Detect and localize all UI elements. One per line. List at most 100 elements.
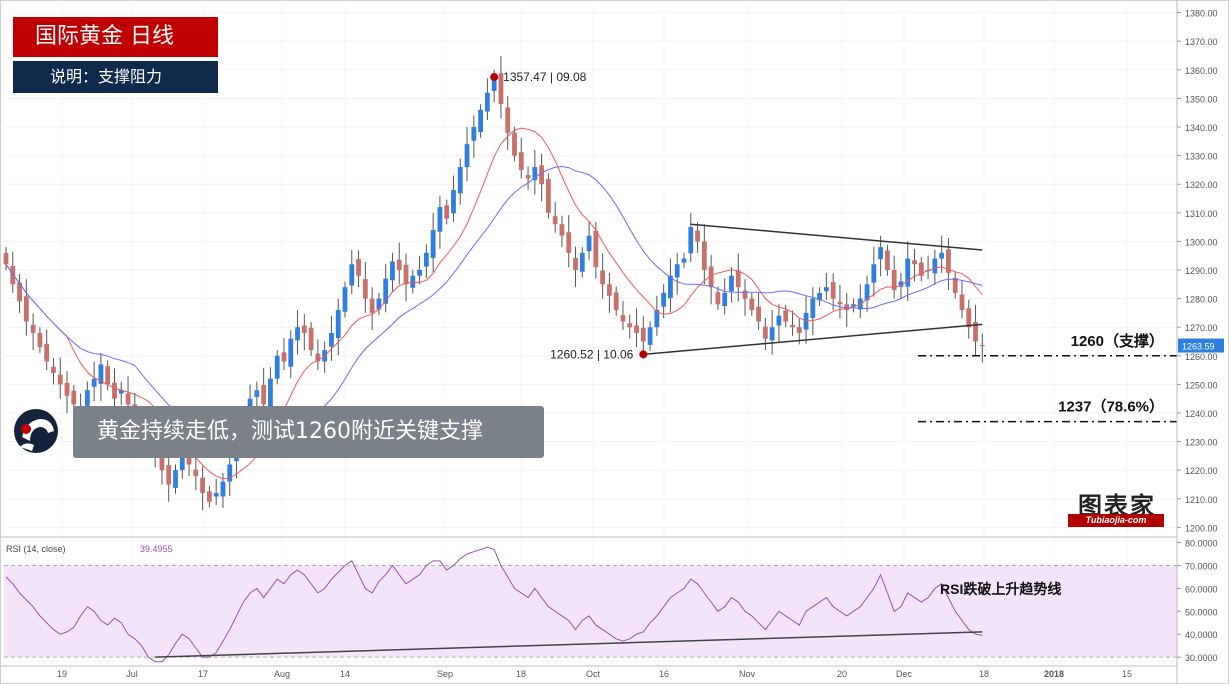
candle-body xyxy=(634,325,639,333)
candle-body xyxy=(762,326,768,339)
candle-body xyxy=(423,252,429,267)
time-tick-label: 20 xyxy=(837,669,847,679)
support-level-label: 1260（支撑） xyxy=(1071,332,1164,350)
price-tick-label: 1320.00 xyxy=(1185,180,1218,190)
ma-slow-line xyxy=(5,165,983,454)
candle-body xyxy=(688,227,694,254)
price-tick-label: 1350.00 xyxy=(1185,94,1218,104)
price-tick-label: 1240.00 xyxy=(1185,409,1218,419)
candle-body xyxy=(457,167,463,194)
time-tick-label: 17 xyxy=(198,669,208,679)
candle-body xyxy=(437,207,443,232)
candle-body xyxy=(518,152,524,170)
candle-body xyxy=(729,275,734,292)
candle-body xyxy=(905,258,911,287)
candle-body xyxy=(505,107,511,133)
candle-body xyxy=(376,298,382,310)
brand-logo: 图表家 Tubiaojia-com xyxy=(1062,486,1172,530)
candle-body xyxy=(207,491,212,502)
candle-body xyxy=(173,470,178,488)
candle-body xyxy=(254,390,260,397)
candle-body xyxy=(966,308,972,328)
candle-body xyxy=(23,296,29,322)
candle-body xyxy=(844,304,850,311)
candle-body xyxy=(98,364,104,384)
candle-body xyxy=(383,278,389,304)
candle-body xyxy=(288,338,294,367)
candle-body xyxy=(973,322,978,342)
rsi-line xyxy=(5,546,983,663)
logo-sub-text: Tubiaojia-com xyxy=(1068,514,1164,527)
candle-body xyxy=(939,252,945,259)
candle-body xyxy=(430,229,436,258)
candle-body xyxy=(566,232,572,253)
chart-subtitle: 说明：支撑阻力 xyxy=(13,61,218,93)
candle-body xyxy=(471,126,477,141)
candle-body xyxy=(559,224,565,236)
candle-body xyxy=(776,315,782,326)
rsi-tick-label: 30.0000 xyxy=(1185,653,1218,663)
candle-body xyxy=(159,454,165,471)
candle-body xyxy=(478,109,483,133)
candle-body xyxy=(362,279,368,299)
time-tick-label: Jul xyxy=(126,669,138,679)
candle-body xyxy=(979,344,985,347)
candle-body xyxy=(695,230,700,242)
candle-body xyxy=(356,259,361,276)
price-tick-label: 1260.00 xyxy=(1185,352,1218,362)
candle-body xyxy=(586,235,592,252)
candle-body xyxy=(640,327,646,342)
price-tick-label: 1200.00 xyxy=(1185,523,1218,533)
price-tick-label: 1290.00 xyxy=(1185,266,1218,276)
time-tick-label: Dec xyxy=(896,669,913,679)
trendline-triangle-upper xyxy=(690,223,983,251)
candle-body xyxy=(573,257,578,270)
candle-body xyxy=(268,378,273,408)
candle-body xyxy=(369,298,375,313)
candle-body xyxy=(491,78,497,91)
rsi-title: RSI (14, close) xyxy=(6,544,66,554)
candle-body xyxy=(3,252,9,265)
candle-body xyxy=(701,241,707,270)
candle-body xyxy=(878,247,884,260)
candle-body xyxy=(817,292,822,301)
candle-body xyxy=(329,332,334,347)
rsi-tick-label: 70.0000 xyxy=(1185,561,1218,571)
candle-body xyxy=(125,393,131,405)
time-tick-label: 18 xyxy=(979,669,989,679)
candle-body xyxy=(647,327,653,345)
time-tick-label: Sep xyxy=(437,669,453,679)
candle-body xyxy=(274,355,280,379)
candle-body xyxy=(532,167,538,181)
rsi-current-value: 39.4955 xyxy=(140,544,173,554)
candle-body xyxy=(301,325,307,333)
candle-body xyxy=(654,310,660,328)
last-price-tag xyxy=(1178,338,1224,353)
candle-body xyxy=(166,465,172,485)
rsi-panel[interactable]: RSI (14, close) 39.4955 RSI跌破上升趋势线 xyxy=(4,544,1177,663)
candle-body xyxy=(396,259,402,270)
price-tick-label: 1310.00 xyxy=(1185,209,1218,219)
candle-body xyxy=(790,324,795,328)
price-panel[interactable]: 1357.47 | 09.08 1260.52 | 10.06 1260（支撑） 12… xyxy=(3,56,1177,511)
low-marker xyxy=(639,350,648,359)
candle-body xyxy=(349,264,355,286)
candle-body xyxy=(661,292,667,307)
candle-body xyxy=(946,249,951,273)
candle-body xyxy=(885,250,890,270)
candle-body xyxy=(918,262,924,276)
price-tick-label: 1340.00 xyxy=(1185,123,1218,133)
candle-body xyxy=(613,292,619,311)
candle-body xyxy=(451,189,456,214)
candle-body xyxy=(607,284,612,296)
candle-body xyxy=(498,73,504,105)
candle-body xyxy=(64,382,70,396)
time-tick-label: 18 xyxy=(516,669,526,679)
candle-body xyxy=(912,260,917,265)
candle-body xyxy=(200,477,206,494)
candle-body xyxy=(193,469,199,476)
price-tick-label: 1220.00 xyxy=(1185,466,1218,476)
candle-body xyxy=(681,258,687,263)
